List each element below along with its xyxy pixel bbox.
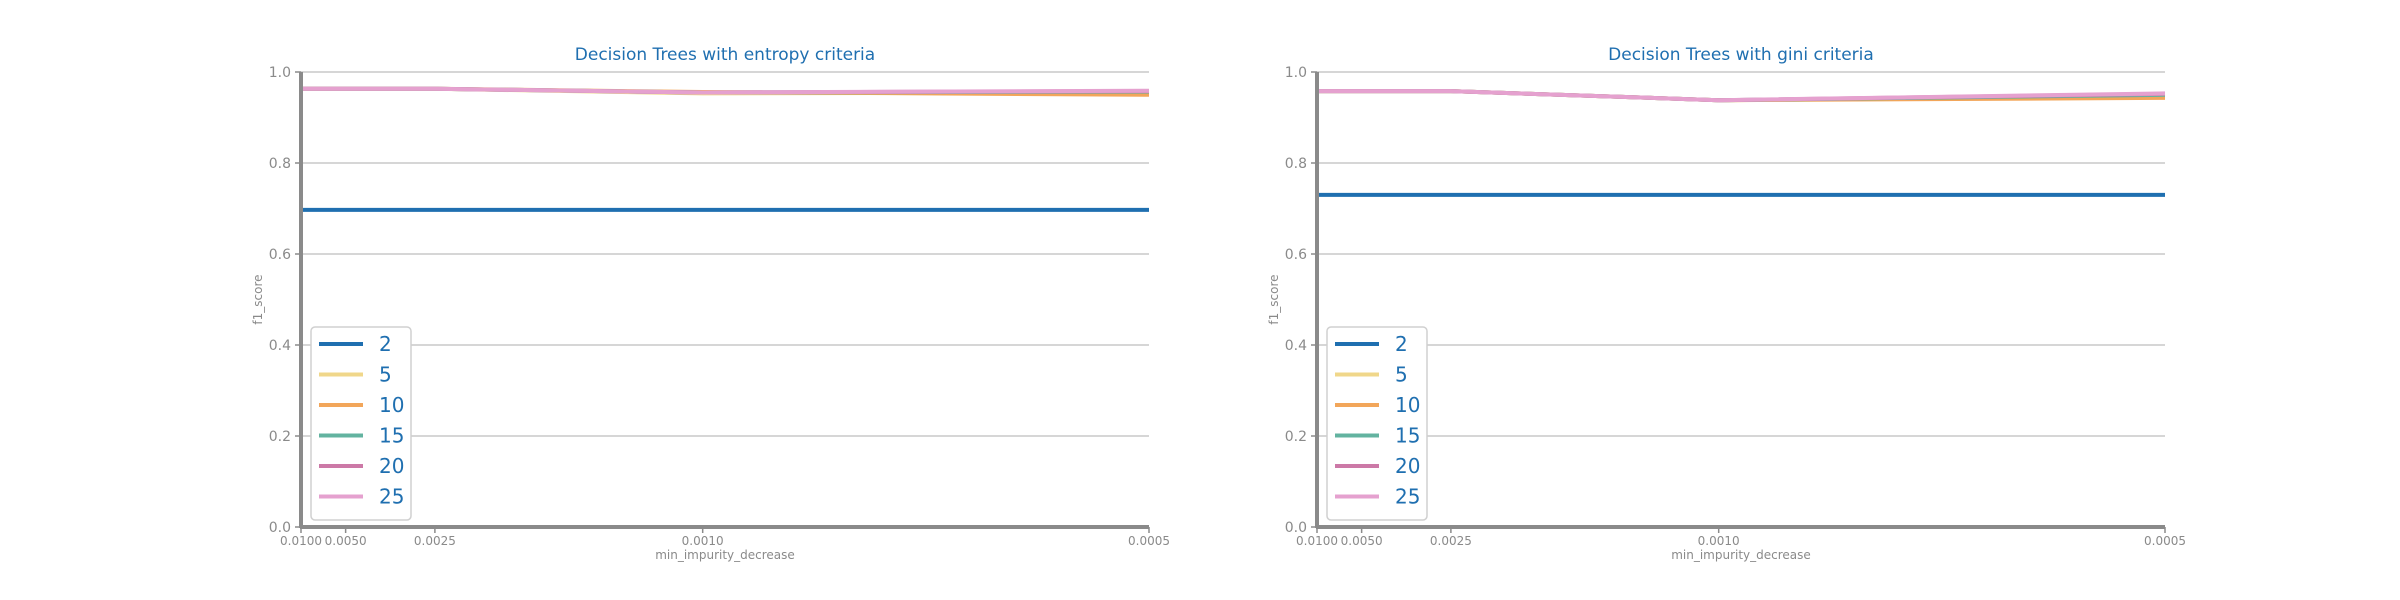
y-axis-label: f1_score [1267, 274, 1281, 324]
x-tick-label: 0.0010 [1698, 534, 1740, 548]
x-tick-label: 0.0025 [414, 534, 456, 548]
legend-label-25: 25 [379, 485, 404, 509]
legend-label-15: 15 [1395, 424, 1420, 448]
chart-title: Decision Trees with gini criteria [1608, 45, 1874, 65]
legend-label-5: 5 [379, 363, 392, 387]
y-tick-label: 0.0 [1285, 520, 1307, 536]
y-tick-label: 0.0 [269, 520, 291, 536]
y-tick-label: 0.4 [1285, 338, 1307, 354]
x-tick-label: 0.0050 [325, 534, 367, 548]
entropy-chart: 0.0 0.2 0.4 0.6 0.8 1.0 0.0100 0.0050 0.0025 0.00… [251, 45, 1170, 562]
x-tick-label: 0.0025 [1430, 534, 1472, 548]
y-tick-label: 1.0 [269, 65, 291, 81]
gini-chart: 0.0 0.2 0.4 0.6 0.8 1.0 0.0100 0.0050 0.0025 0.00… [1267, 45, 2186, 562]
chart-title: Decision Trees with entropy criteria [575, 45, 875, 65]
y-axis-label: f1_score [251, 274, 265, 324]
legend-label-10: 10 [379, 393, 404, 417]
y-tick-label: 0.2 [269, 429, 291, 445]
legend-label-25: 25 [1395, 485, 1420, 509]
y-tick-label: 0.6 [1285, 247, 1307, 263]
x-tick-label: 0.0010 [682, 534, 724, 548]
y-tick-label: 0.4 [269, 338, 291, 354]
legend-label-10: 10 [1395, 393, 1420, 417]
y-tick-label: 0.8 [269, 156, 291, 172]
legend-label-2: 2 [1395, 332, 1408, 356]
y-tick-label: 1.0 [1285, 65, 1307, 81]
x-tick-label: 0.0005 [2144, 534, 2186, 548]
legend-label-20: 20 [1395, 454, 1420, 478]
y-tick-label: 0.8 [1285, 156, 1307, 172]
x-tick-label: 0.0050 [1341, 534, 1383, 548]
y-tick-label: 0.6 [269, 247, 291, 263]
series-line-25 [301, 86, 1150, 95]
series-line-25 [1317, 89, 2166, 103]
x-tick-label: 0.0100 [1296, 534, 1338, 548]
x-axis-label: min_impurity_decrease [1671, 548, 1811, 562]
y-tick-label: 0.2 [1285, 429, 1307, 445]
legend-label-15: 15 [379, 424, 404, 448]
legend-label-5: 5 [1395, 363, 1408, 387]
x-tick-label: 0.0005 [1128, 534, 1170, 548]
x-axis-label: min_impurity_decrease [655, 548, 795, 562]
legend-label-2: 2 [379, 332, 392, 356]
legend-label-20: 20 [379, 454, 404, 478]
x-tick-label: 0.0100 [280, 534, 322, 548]
